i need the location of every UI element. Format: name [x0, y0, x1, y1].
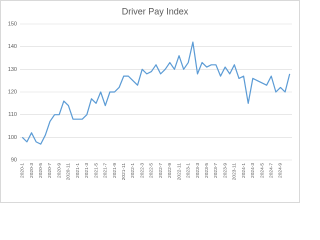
x-tick-label: 2020-5: [38, 163, 44, 178]
y-tick-label: 140: [8, 44, 17, 50]
x-tick-label: 2022-11: [176, 163, 182, 181]
y-tick-label: 130: [8, 67, 17, 73]
x-tick-label: 2020-9: [56, 163, 62, 178]
x-tick-label: 2020-3: [29, 163, 35, 178]
x-tick-label: 2023-7: [213, 163, 219, 178]
x-tick-label: 2022-5: [149, 163, 155, 178]
x-tick-label: 2024-9: [278, 163, 284, 178]
x-tick-label: 2022-9: [167, 163, 173, 178]
x-tick-label: 2023-9: [222, 163, 228, 178]
x-tick-label: 2021-1: [75, 163, 81, 178]
y-tick-label: 120: [8, 89, 17, 95]
x-tick-label: 2021-3: [84, 163, 90, 178]
x-tick-label: 2023-11: [232, 163, 238, 181]
x-tick-label: 2024-3: [250, 163, 256, 178]
x-tick-label: 2023-3: [195, 163, 201, 178]
x-tick-label: 2024-5: [259, 163, 265, 178]
x-tick-label: 2020-11: [66, 163, 72, 181]
x-tick-label: 2023-1: [186, 163, 192, 178]
x-tick-label: 2020-7: [47, 163, 53, 178]
y-tick-label: 90: [11, 157, 17, 163]
x-tick-label: 2022-1: [130, 163, 136, 178]
x-tick-label: 2024-1: [241, 163, 247, 178]
page: Driver Pay Index 90 100 110 120 130 140 150 202…: [0, 0, 300, 203]
data-line: [21, 41, 291, 145]
x-tick-label: 2021-9: [112, 163, 118, 178]
x-tick-label: 2022-3: [139, 163, 145, 178]
y-tick-label: 100: [8, 135, 17, 141]
x-tick-label: 2021-11: [121, 163, 127, 181]
x-tick-label: 2020-1: [20, 163, 26, 178]
x-tick-label: 2021-5: [93, 163, 99, 178]
x-tick-label: 2021-7: [103, 163, 109, 178]
chart-title: Driver Pay Index: [122, 6, 189, 16]
chart: Driver Pay Index 90 100 110 120 130 140 150 202…: [0, 0, 300, 203]
y-tick-label: 150: [8, 21, 17, 27]
chart-frame: [0, 0, 300, 203]
x-tick-label: 2023-5: [204, 163, 210, 178]
y-tick-label: 110: [8, 112, 17, 118]
x-tick-label: 2024-7: [269, 163, 275, 178]
x-tick-label: 2022-7: [158, 163, 164, 178]
